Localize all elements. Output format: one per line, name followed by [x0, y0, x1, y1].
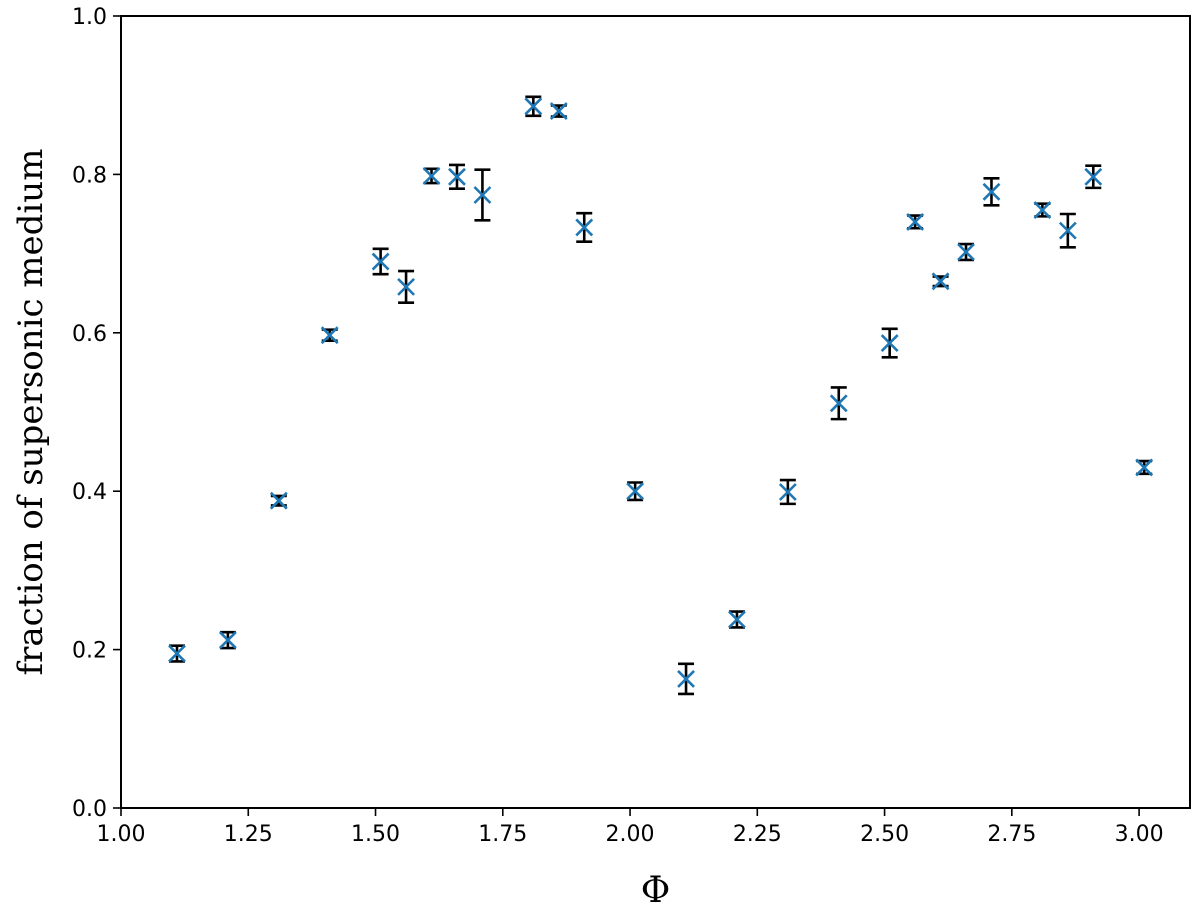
x-marker — [728, 610, 746, 629]
x-marker — [1033, 201, 1052, 219]
data-point — [575, 211, 594, 244]
x-marker — [778, 483, 797, 501]
y-tick-label: 0.2 — [72, 639, 107, 664]
x-tick-label: 1.25 — [224, 822, 273, 847]
data-point — [931, 272, 950, 291]
x-marker — [269, 491, 288, 510]
data-point — [677, 662, 695, 696]
data-point — [906, 213, 925, 231]
x-marker — [1084, 167, 1103, 186]
y-tick-label: 0.6 — [72, 322, 107, 347]
data-point — [218, 630, 237, 650]
x-marker — [931, 272, 950, 291]
x-marker — [982, 182, 1001, 201]
x-marker — [829, 394, 848, 413]
data-point — [880, 327, 899, 359]
x-marker — [549, 102, 568, 120]
x-marker — [524, 97, 543, 116]
x-marker — [957, 243, 975, 261]
x-axis: 1.00 1.25 1.50 1.75 2.00 2.25 2.50 2.75 3.00 — [97, 808, 1164, 847]
data-point — [957, 242, 975, 262]
data-point — [549, 102, 568, 120]
x-tick-label: 2.25 — [733, 822, 782, 847]
x-marker — [473, 186, 492, 204]
x-marker — [1058, 221, 1077, 240]
data-point — [524, 95, 543, 118]
x-marker — [906, 213, 925, 231]
x-tick-label: 2.50 — [860, 822, 909, 847]
x-marker — [422, 167, 441, 185]
data-point — [448, 163, 466, 190]
x-tick-label: 3.00 — [1115, 822, 1164, 847]
data-point — [1058, 212, 1077, 249]
data-point — [1135, 458, 1154, 477]
y-tick-label: 0.8 — [72, 163, 107, 188]
data-point — [778, 478, 797, 506]
x-marker — [626, 482, 645, 501]
x-marker — [1135, 458, 1154, 477]
data-point — [626, 481, 645, 502]
chart-marks — [168, 95, 1154, 696]
y-tick-label: 0.4 — [72, 480, 107, 505]
x-marker — [218, 631, 237, 650]
data-point — [1033, 201, 1052, 219]
plot-frame — [120, 15, 1191, 809]
data-point — [168, 644, 186, 663]
x-marker — [320, 326, 339, 345]
data-point — [269, 491, 288, 510]
x-marker — [168, 644, 186, 663]
x-marker — [371, 252, 390, 271]
x-axis-label: Φ — [641, 870, 671, 911]
x-marker — [677, 669, 695, 688]
y-tick-label: 0.0 — [72, 797, 107, 822]
data-point — [422, 167, 441, 185]
data-point — [1084, 164, 1103, 190]
x-marker — [575, 218, 594, 237]
x-tick-label: 1.75 — [478, 822, 527, 847]
y-axis: 0.0 0.2 0.4 0.6 0.8 1.0 — [72, 5, 121, 822]
data-point — [320, 326, 339, 345]
x-marker — [880, 334, 899, 353]
x-tick-label: 2.75 — [987, 822, 1036, 847]
data-point — [397, 269, 415, 305]
data-point — [473, 168, 492, 222]
y-axis-label: fraction of supersonic medium — [11, 149, 51, 676]
x-tick-label: 1.00 — [97, 822, 146, 847]
data-point — [728, 610, 746, 629]
x-marker — [448, 167, 466, 186]
x-marker — [397, 277, 415, 296]
x-tick-label: 1.50 — [351, 822, 400, 847]
y-tick-label: 1.0 — [72, 5, 107, 30]
x-tick-label: 2.00 — [606, 822, 655, 847]
data-point — [982, 177, 1001, 207]
data-point — [829, 386, 848, 421]
data-point — [371, 247, 390, 276]
